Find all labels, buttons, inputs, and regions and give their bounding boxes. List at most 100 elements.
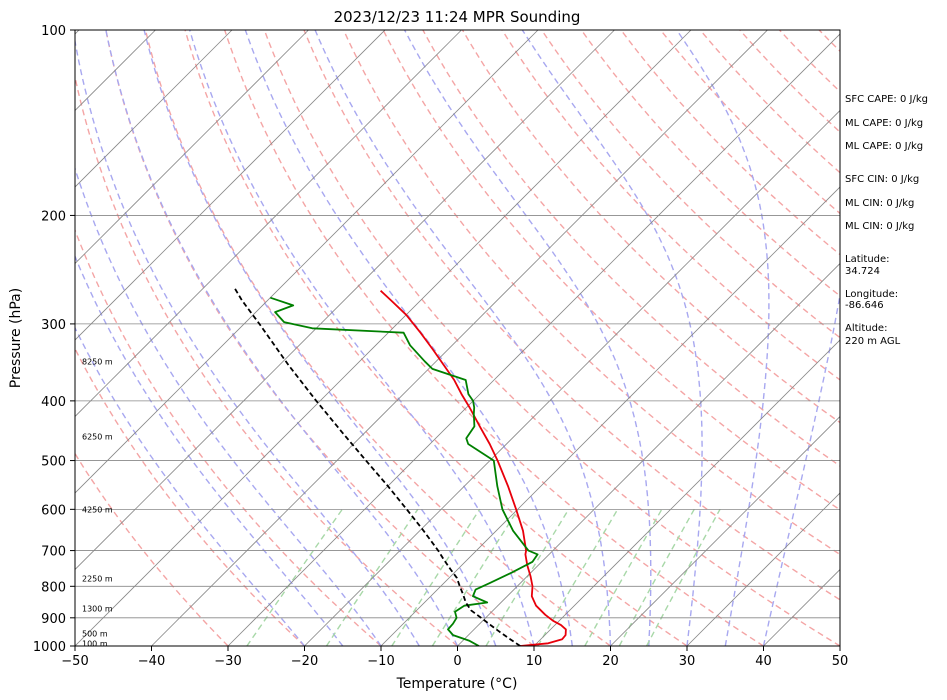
- moist-adiabat: [75, 166, 382, 646]
- side-annotations: SFC CAPE: 0 J/kg ML CAPE: 0 J/kg ML CAPE: …: [845, 94, 928, 347]
- height-label: 1300 m: [82, 605, 113, 614]
- y-tick-label: 200: [41, 209, 66, 224]
- side-annotation: Altitude:: [845, 323, 887, 334]
- dry-adiabat: [461, 30, 840, 424]
- mixing-ratio-line: [537, 508, 619, 646]
- dry-adiabat: [224, 30, 764, 646]
- moist-adiabat: [105, 30, 459, 646]
- x-tick-label: 30: [679, 654, 696, 669]
- dry-adiabat: [422, 30, 840, 467]
- dry-adiabat: [144, 30, 611, 646]
- x-axis: −50 −40 −30 −20 −10 0 10 20 30 40 50: [61, 646, 848, 669]
- y-tick-label: 100: [41, 24, 66, 39]
- isotherm: [533, 339, 840, 646]
- grid-lines: [0, 30, 840, 646]
- y-axis: 1000 900 800 700 600 500 400 300 200 100: [33, 24, 75, 655]
- isotherm: [686, 492, 840, 646]
- moist-adiabat: [189, 30, 535, 646]
- mixing-ratio-line: [485, 508, 570, 646]
- y-tick-label: 700: [41, 545, 66, 560]
- isotherm: [75, 30, 539, 494]
- dewpoint-profile: [270, 296, 539, 646]
- isotherm: [75, 30, 386, 341]
- x-tick-label: −50: [61, 654, 88, 669]
- x-tick-label: 40: [755, 654, 772, 669]
- x-tick-label: 0: [453, 654, 461, 669]
- side-annotation: 220 m AGL: [845, 336, 901, 347]
- y-tick-label: 1000: [33, 640, 66, 655]
- isotherm: [610, 415, 840, 646]
- side-annotation: 34.724: [845, 266, 880, 277]
- isotherm: [75, 30, 309, 265]
- height-label: 2250 m: [82, 574, 113, 583]
- x-axis-label: Temperature (°C): [396, 676, 518, 692]
- parcel-profile: [233, 287, 521, 646]
- mixing-ratio-line: [431, 508, 519, 646]
- height-label: 6250 m: [82, 433, 113, 442]
- isotherm: [227, 33, 840, 646]
- dry-adiabat: [75, 228, 382, 646]
- side-annotation: -86.646: [845, 300, 884, 311]
- y-tick-label: 400: [41, 395, 66, 410]
- y-axis-label: Pressure (hPa): [8, 288, 24, 388]
- y-tick-label: 300: [41, 318, 66, 333]
- dry-adiabat: [303, 30, 840, 601]
- moist-adiabat: [314, 30, 612, 646]
- moist-adiabat: [75, 254, 344, 646]
- dry-adiabat: [541, 30, 840, 339]
- x-tick-label: 50: [832, 654, 849, 669]
- isotherm: [151, 30, 768, 646]
- side-annotation: ML CAPE: 0 J/kg: [845, 141, 923, 152]
- side-annotation: SFC CIN: 0 J/kg: [845, 174, 919, 185]
- height-label: 500 m: [82, 630, 108, 639]
- dry-adiabat: [263, 30, 840, 646]
- background-lines: [75, 30, 840, 646]
- isotherm: [0, 30, 3, 646]
- mixing-ratio-line: [584, 508, 663, 646]
- dry-adiabat: [342, 30, 840, 556]
- x-tick-label: −20: [291, 654, 318, 669]
- isotherm: [457, 262, 840, 646]
- moist-adiabat: [521, 30, 703, 646]
- height-label: 100 m: [82, 639, 108, 648]
- y-tick-label: 800: [41, 580, 66, 595]
- moist-adiabat: [244, 30, 573, 646]
- x-tick-label: 10: [526, 654, 543, 669]
- moist-adiabat: [143, 30, 497, 646]
- temperature-profile: [379, 290, 567, 646]
- height-label: 4250 m: [82, 505, 113, 514]
- dry-adiabat: [75, 73, 458, 646]
- moist-adiabat: [75, 326, 306, 646]
- side-annotation: ML CAPE: 0 J/kg: [845, 118, 923, 129]
- side-annotation: ML CIN: 0 J/kg: [845, 221, 914, 232]
- x-tick-label: −30: [214, 654, 241, 669]
- dry-adiabat: [75, 347, 305, 646]
- isotherm: [75, 30, 615, 571]
- side-annotation: Longitude:: [845, 289, 898, 300]
- moist-adiabat: [403, 30, 652, 646]
- dry-adiabat: [660, 30, 840, 215]
- isotherm: [75, 30, 462, 418]
- dry-adiabat: [501, 30, 840, 381]
- side-annotation: ML CIN: 0 J/kg: [845, 198, 914, 209]
- isotherm: [380, 186, 840, 646]
- y-tick-label: 900: [41, 612, 66, 627]
- moist-adiabat: [75, 37, 420, 646]
- isotherm: [75, 30, 233, 188]
- sounding-series: [233, 287, 567, 646]
- isotherm: [304, 109, 840, 646]
- side-annotation: SFC CAPE: 0 J/kg: [845, 94, 928, 105]
- height-label: 8250 m: [82, 357, 113, 366]
- moist-adiabat: [762, 291, 840, 646]
- chart-title: 2023/12/23 11:24 MPR Sounding: [334, 8, 581, 26]
- y-tick-label: 600: [41, 503, 66, 518]
- x-tick-label: −10: [367, 654, 394, 669]
- y-tick-label: 500: [41, 455, 66, 470]
- x-tick-label: −40: [138, 654, 165, 669]
- mixing-ratio-line: [645, 508, 721, 646]
- x-tick-label: 20: [602, 654, 619, 669]
- moist-adiabat: [676, 30, 770, 646]
- dry-adiabat: [620, 30, 840, 256]
